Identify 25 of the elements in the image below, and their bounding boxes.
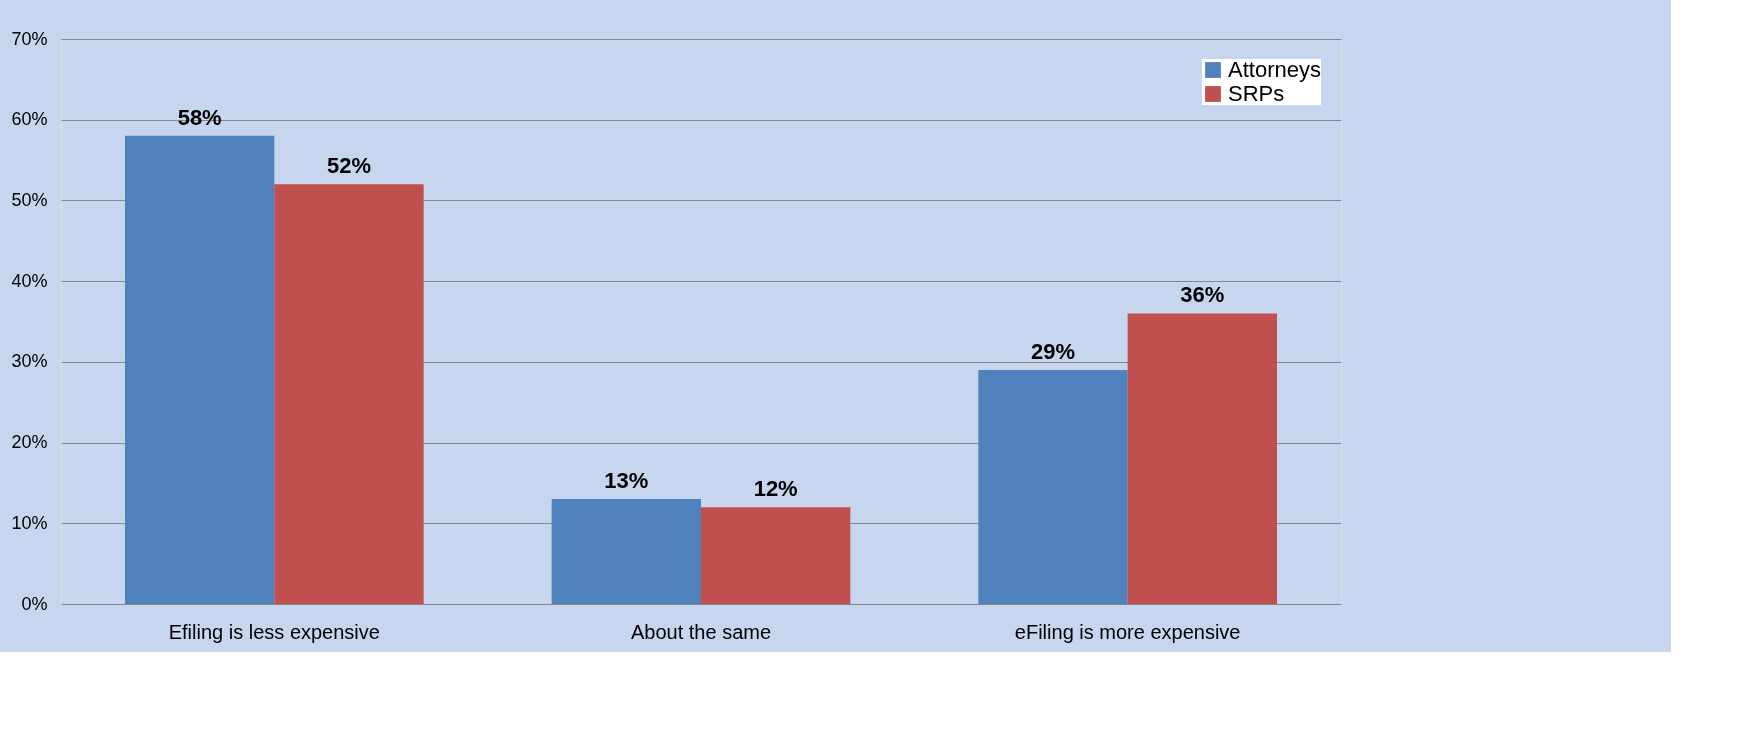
data-label: 36% bbox=[1180, 282, 1225, 308]
y-tick-label: 0% bbox=[21, 593, 48, 614]
data-label: 12% bbox=[753, 476, 798, 502]
y-tick-label: 10% bbox=[11, 512, 48, 533]
data-label: 13% bbox=[604, 468, 649, 494]
y-tick-label: 60% bbox=[11, 109, 48, 130]
legend-label: Attorneys bbox=[1228, 57, 1321, 82]
legend-label: SRPs bbox=[1228, 81, 1285, 106]
bar bbox=[701, 507, 851, 604]
bar bbox=[551, 499, 701, 604]
y-tick-label: 30% bbox=[11, 351, 48, 372]
x-tick-label: Efiling is less expensive bbox=[168, 620, 380, 643]
x-tick-label: eFiling is more expensive bbox=[1014, 620, 1241, 643]
y-tick-label: 20% bbox=[11, 432, 48, 453]
bar bbox=[1127, 313, 1277, 604]
data-label: 29% bbox=[1030, 338, 1076, 364]
y-tick-label: 70% bbox=[11, 28, 48, 49]
data-label: 58% bbox=[177, 104, 222, 130]
x-tick-label: About the same bbox=[630, 620, 772, 643]
bar bbox=[978, 369, 1128, 604]
bar bbox=[274, 184, 424, 604]
bar bbox=[125, 135, 275, 604]
y-tick-label: 50% bbox=[11, 189, 48, 210]
data-label: 52% bbox=[326, 153, 372, 179]
y-tick-label: 40% bbox=[11, 270, 48, 291]
